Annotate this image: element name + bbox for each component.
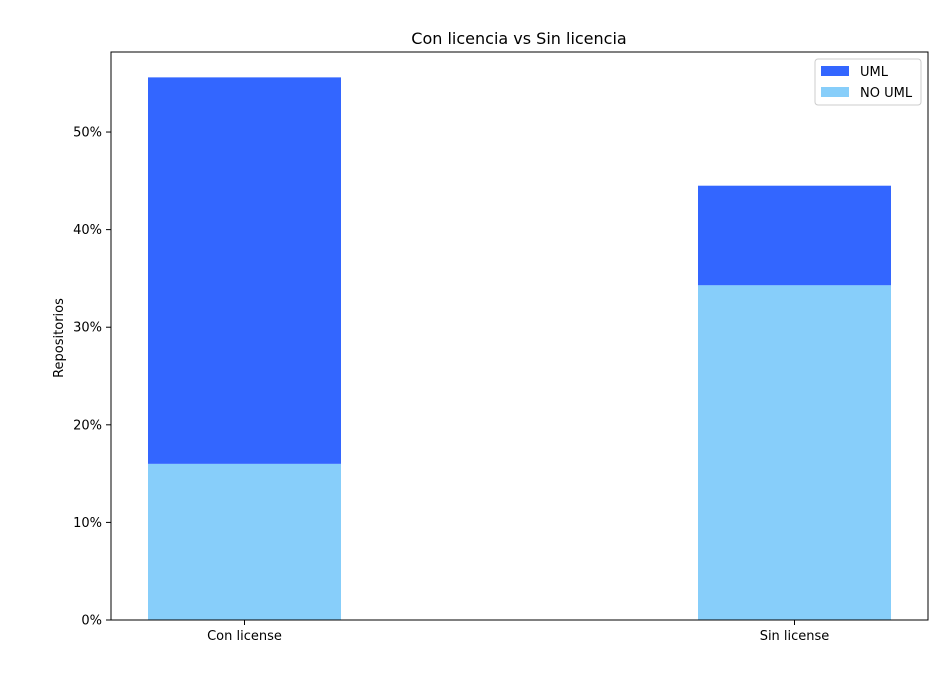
bar-no-uml-sin-license bbox=[698, 285, 891, 620]
legend-swatch bbox=[821, 87, 849, 97]
bar-uml-sin-license bbox=[698, 185, 891, 286]
bar-uml-con-license bbox=[148, 77, 341, 464]
x-tick-label: Sin license bbox=[760, 629, 830, 644]
y-axis: 0% 10% 20% 30% 40% 50% bbox=[73, 126, 111, 629]
x-axis: Con license Sin license bbox=[207, 620, 829, 644]
y-tick-label: 30% bbox=[73, 321, 102, 336]
legend-label: UML bbox=[860, 65, 889, 80]
y-tick-label: 0% bbox=[81, 614, 102, 629]
legend-swatch bbox=[821, 66, 849, 76]
bar-no-uml-con-license bbox=[148, 463, 341, 620]
legend: UML NO UML bbox=[814, 58, 922, 106]
y-tick-label: 20% bbox=[73, 418, 102, 433]
x-tick-label: Con license bbox=[207, 629, 282, 644]
legend-label: NO UML bbox=[860, 86, 913, 101]
y-tick-label: 10% bbox=[73, 516, 102, 531]
bars-group bbox=[148, 77, 891, 620]
y-tick-label: 50% bbox=[73, 126, 102, 141]
y-tick-label: 40% bbox=[73, 223, 102, 238]
plot-frame bbox=[110, 51, 929, 621]
y-axis-label: Repositorios bbox=[52, 298, 67, 378]
chart-title: Con licencia vs Sin licencia bbox=[411, 29, 626, 48]
